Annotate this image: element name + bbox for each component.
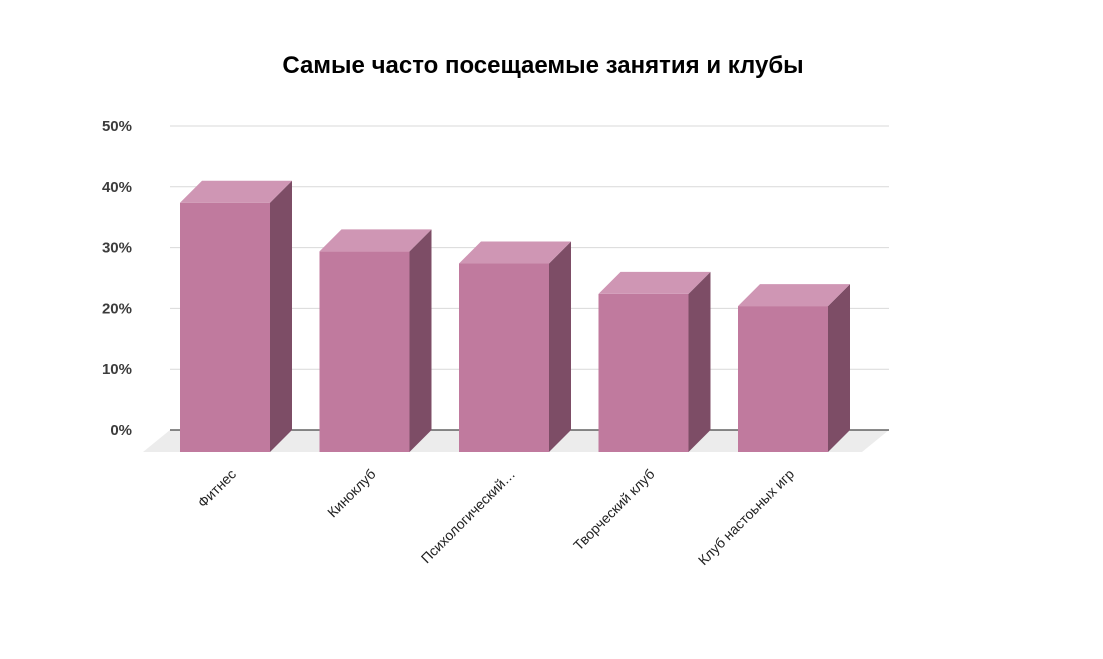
x-tick-label: Фитнес [194, 466, 239, 511]
bar-side [549, 241, 571, 452]
bar-front [598, 293, 689, 452]
bar-top [459, 241, 571, 264]
bar-front [738, 306, 828, 452]
y-tick-label: 30% [102, 240, 132, 257]
bar-side [409, 229, 432, 452]
x-tick-label: Творческий клуб [570, 466, 658, 554]
bar-front [319, 251, 410, 452]
y-tick-label: 40% [102, 179, 132, 196]
y-tick-label: 20% [102, 300, 132, 317]
chart-title: Самые часто посещаемые занятия и клубы [282, 52, 804, 79]
bar-side [688, 271, 711, 452]
x-tick-label: Киноклуб [324, 466, 379, 521]
bar-top [180, 180, 292, 203]
y-tick-label: 10% [102, 361, 132, 378]
bar-top [319, 229, 432, 252]
bar-front [180, 202, 270, 452]
x-tick-label: Психологический… [418, 466, 518, 566]
y-tick-label: 50% [102, 118, 132, 135]
bar-top [598, 271, 711, 294]
bar-front [459, 263, 549, 452]
x-tick-label: Клуб настоьных игр [695, 466, 797, 568]
y-tick-label: 0% [110, 422, 132, 439]
bar-top [738, 284, 850, 307]
bar-side [270, 180, 292, 452]
bar-side [828, 284, 850, 452]
